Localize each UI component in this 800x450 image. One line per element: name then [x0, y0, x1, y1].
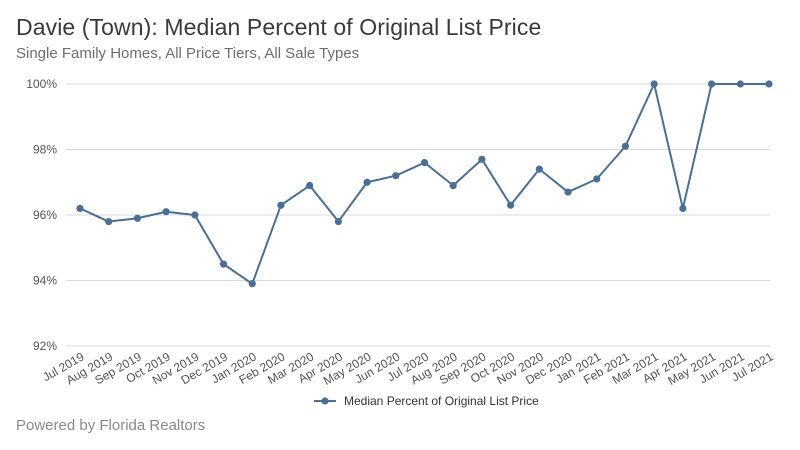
data-point[interactable]: [593, 175, 601, 183]
y-tick-label: 98%: [33, 143, 57, 157]
data-point[interactable]: [736, 80, 744, 88]
data-point[interactable]: [765, 80, 773, 88]
data-point[interactable]: [621, 142, 630, 150]
data-point[interactable]: [535, 165, 543, 173]
y-grid: [66, 83, 770, 347]
series-line: [79, 83, 769, 285]
y-tick-label: 100%: [26, 77, 57, 91]
data-point[interactable]: [277, 201, 285, 209]
data-point[interactable]: [392, 172, 400, 180]
y-tick-label: 92%: [33, 339, 57, 353]
data-point[interactable]: [334, 217, 342, 226]
data-point[interactable]: [219, 260, 228, 268]
data-point[interactable]: [248, 280, 256, 288]
data-point[interactable]: [449, 181, 457, 190]
data-point[interactable]: [133, 214, 142, 222]
data-point[interactable]: [191, 211, 199, 219]
series-group: [76, 80, 773, 288]
legend-marker: [321, 397, 329, 405]
data-point[interactable]: [162, 208, 170, 216]
data-point[interactable]: [478, 155, 486, 163]
legend[interactable]: Median Percent of Original List Price: [314, 394, 539, 408]
data-point[interactable]: [507, 201, 515, 209]
data-point[interactable]: [76, 204, 84, 213]
data-point[interactable]: [420, 159, 429, 167]
footer-credit: Powered by Florida Realtors: [16, 417, 206, 434]
chart-title: Davie (Town): Median Percent of Original…: [16, 14, 542, 40]
data-point[interactable]: [105, 217, 113, 226]
y-tick-label: 94%: [33, 274, 57, 288]
data-point[interactable]: [650, 80, 658, 88]
y-tick-label: 96%: [33, 208, 57, 222]
data-point[interactable]: [363, 178, 371, 186]
data-point[interactable]: [679, 204, 687, 213]
data-point[interactable]: [707, 80, 716, 88]
chart-subtitle: Single Family Homes, All Price Tiers, Al…: [16, 45, 360, 62]
data-point[interactable]: [564, 188, 572, 196]
legend-label: Median Percent of Original List Price: [344, 394, 539, 408]
data-point[interactable]: [306, 181, 314, 190]
y-axis-ticks: 92% 94% 96% 98% 100%: [26, 77, 57, 353]
